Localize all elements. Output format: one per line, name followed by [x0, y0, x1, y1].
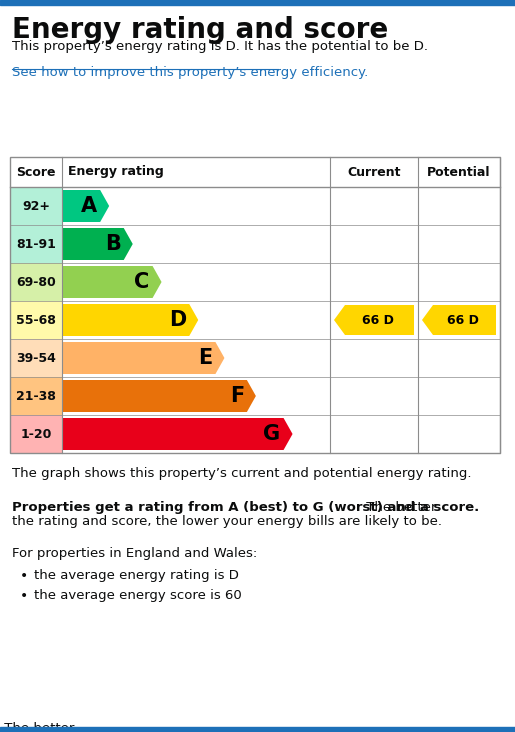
Bar: [10, 157, 500, 453]
Text: D: D: [169, 310, 186, 330]
Text: 21-38: 21-38: [16, 389, 56, 403]
Polygon shape: [334, 305, 414, 335]
Bar: [10, 339, 62, 377]
Text: the average energy score is 60: the average energy score is 60: [34, 589, 242, 602]
Text: 81-91: 81-91: [16, 237, 56, 250]
Text: •: •: [20, 569, 28, 583]
Text: The graph shows this property’s current and potential energy rating.: The graph shows this property’s current …: [12, 467, 472, 480]
Text: E: E: [198, 348, 213, 368]
Polygon shape: [62, 342, 225, 374]
Polygon shape: [422, 305, 496, 335]
Text: B: B: [105, 234, 121, 254]
Bar: [10, 187, 62, 225]
Text: Properties get a rating from A (best) to G (worst) and a score.: Properties get a rating from A (best) to…: [12, 501, 479, 514]
Text: The better: The better: [362, 501, 436, 514]
Bar: [10, 157, 500, 187]
Text: The better: The better: [0, 722, 74, 732]
Polygon shape: [62, 418, 293, 450]
Polygon shape: [62, 228, 133, 260]
Bar: [0, 727, 515, 732]
Text: 66 D: 66 D: [362, 313, 394, 326]
Bar: [10, 225, 500, 263]
Text: Score: Score: [16, 165, 56, 179]
Bar: [0, 0, 515, 5]
Text: •: •: [20, 589, 28, 603]
Bar: [10, 263, 62, 301]
Text: the rating and score, the lower your energy bills are likely to be.: the rating and score, the lower your ene…: [12, 515, 442, 528]
Text: G: G: [264, 424, 281, 444]
Text: 92+: 92+: [22, 200, 50, 212]
Polygon shape: [62, 304, 198, 336]
Bar: [10, 187, 500, 225]
Text: 55-68: 55-68: [16, 313, 56, 326]
Bar: [10, 339, 500, 377]
Bar: [10, 415, 500, 453]
Polygon shape: [62, 190, 109, 222]
Text: A: A: [81, 196, 97, 216]
Text: C: C: [134, 272, 149, 292]
Text: For properties in England and Wales:: For properties in England and Wales:: [12, 547, 258, 560]
Text: 1-20: 1-20: [20, 427, 52, 441]
Text: 39-54: 39-54: [16, 351, 56, 365]
Bar: [10, 301, 62, 339]
Text: Energy rating and score: Energy rating and score: [12, 16, 388, 44]
Bar: [10, 263, 500, 301]
Text: This property’s energy rating is D. It has the potential to be D.: This property’s energy rating is D. It h…: [12, 40, 428, 53]
Bar: [10, 225, 62, 263]
Text: 69-80: 69-80: [16, 275, 56, 288]
Text: the average energy rating is D: the average energy rating is D: [34, 569, 239, 582]
Text: Energy rating: Energy rating: [68, 165, 164, 179]
Text: 66 D: 66 D: [447, 313, 479, 326]
Text: Current: Current: [347, 165, 401, 179]
Polygon shape: [62, 380, 256, 412]
Bar: [10, 301, 500, 339]
Text: F: F: [230, 386, 244, 406]
Bar: [10, 377, 62, 415]
Text: Potential: Potential: [427, 165, 491, 179]
Polygon shape: [62, 266, 162, 298]
Text: See how to improve this property’s energy efficiency.: See how to improve this property’s energ…: [12, 66, 368, 79]
Bar: [10, 415, 62, 453]
Bar: [10, 377, 500, 415]
